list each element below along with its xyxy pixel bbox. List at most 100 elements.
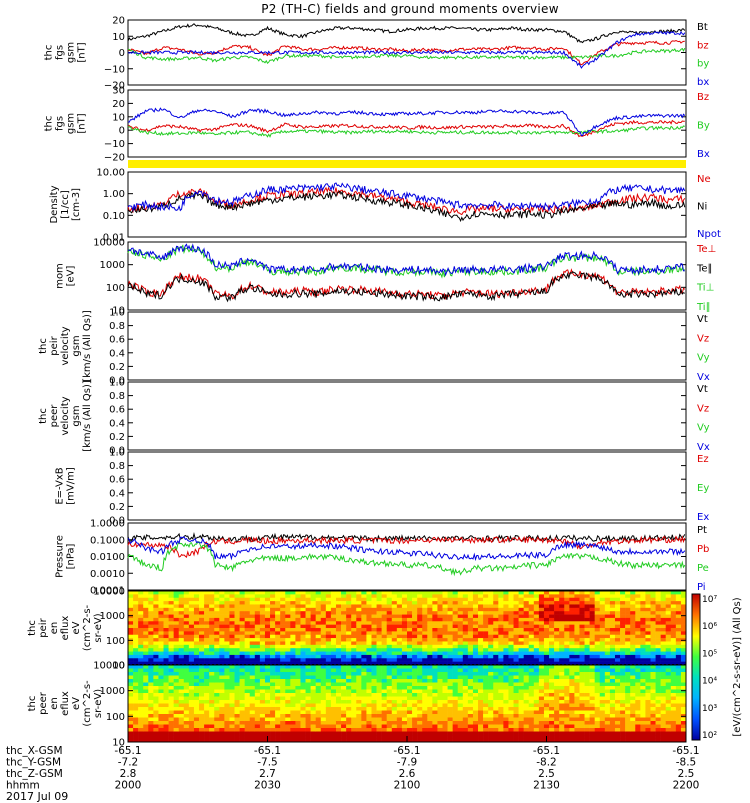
spectrogram-cell bbox=[392, 594, 397, 598]
spectrogram-cell bbox=[448, 611, 453, 615]
legend-entry: Ey bbox=[697, 483, 709, 494]
spectrogram-cell bbox=[422, 679, 427, 683]
spectrogram-cell bbox=[290, 704, 295, 708]
spectrogram-cell bbox=[524, 615, 529, 619]
spectrogram-cell bbox=[361, 711, 366, 715]
spectrogram-cell bbox=[184, 693, 189, 697]
spectrogram-cell bbox=[392, 707, 397, 711]
spectrogram-cell bbox=[235, 725, 240, 729]
spectrogram-cell bbox=[387, 686, 392, 690]
spectrogram-cell bbox=[544, 598, 549, 602]
spectrogram-cell bbox=[402, 598, 407, 602]
spectrogram-cell bbox=[194, 714, 199, 718]
spectrogram-cell bbox=[483, 658, 488, 662]
spectrogram-cell bbox=[483, 604, 488, 608]
spectrogram-cell bbox=[184, 628, 189, 632]
spectrogram-cell bbox=[250, 591, 255, 595]
spectrogram-cell bbox=[260, 635, 265, 639]
spectrogram-cell bbox=[265, 714, 270, 718]
spectrogram-cell bbox=[290, 672, 295, 676]
spectrogram-cell bbox=[240, 641, 245, 645]
spectrogram-cell bbox=[640, 679, 645, 683]
spectrogram-cell bbox=[508, 618, 513, 622]
spectrogram-cell bbox=[235, 628, 240, 632]
spectrogram-cell bbox=[346, 672, 351, 676]
spectrogram-cell bbox=[468, 631, 473, 635]
spectrogram-cell bbox=[382, 735, 387, 739]
spectrogram-cell bbox=[529, 700, 534, 704]
y-tick-label: 1.0 bbox=[109, 378, 125, 389]
spectrogram-cell bbox=[295, 690, 300, 694]
spectrogram-cell bbox=[316, 735, 321, 739]
spectrogram-cell bbox=[204, 652, 209, 656]
spectrogram-cell bbox=[650, 601, 655, 605]
spectrogram-cell bbox=[392, 645, 397, 649]
spectrogram-cell bbox=[559, 615, 564, 619]
spectrogram-cell bbox=[392, 693, 397, 697]
spectrogram-cell bbox=[194, 704, 199, 708]
spectrogram-cell bbox=[397, 672, 402, 676]
spectrogram-cell bbox=[316, 621, 321, 625]
spectrogram-cell bbox=[549, 621, 554, 625]
spectrogram-cell bbox=[595, 591, 600, 595]
spectrogram-cell bbox=[549, 628, 554, 632]
spectrogram-cell bbox=[138, 676, 143, 680]
spectrogram-cell bbox=[300, 697, 305, 701]
spectrogram-cell bbox=[468, 628, 473, 632]
spectrogram-cell bbox=[229, 683, 234, 687]
spectrogram-cell bbox=[219, 604, 224, 608]
spectrogram-cell bbox=[615, 665, 620, 669]
spectrogram-cell bbox=[316, 679, 321, 683]
spectrogram-cell bbox=[260, 598, 265, 602]
spectrogram-cell bbox=[508, 693, 513, 697]
spectrogram-cell bbox=[503, 732, 508, 736]
spectrogram-cell bbox=[590, 721, 595, 725]
spectrogram-cell bbox=[473, 598, 478, 602]
spectrogram-cell bbox=[417, 598, 422, 602]
spectrogram-cell bbox=[164, 704, 169, 708]
spectrogram-cell bbox=[326, 608, 331, 612]
spectrogram-cell bbox=[544, 621, 549, 625]
spectrogram-cell bbox=[219, 652, 224, 656]
spectrogram-cell bbox=[153, 672, 158, 676]
spectrogram-cell bbox=[387, 732, 392, 736]
spectrogram-cell bbox=[539, 707, 544, 711]
spectrogram-cell bbox=[549, 591, 554, 595]
spectrogram-cell bbox=[585, 700, 590, 704]
spectrogram-cell bbox=[645, 598, 650, 602]
spectrogram-cell bbox=[270, 601, 275, 605]
spectrogram-cell bbox=[600, 718, 605, 722]
spectrogram-cell bbox=[255, 618, 260, 622]
spectrogram-cell bbox=[453, 652, 458, 656]
spectrogram-cell bbox=[311, 655, 316, 659]
spectrogram-cell bbox=[128, 621, 133, 625]
spectrogram-cell bbox=[245, 645, 250, 649]
spectrogram-cell bbox=[377, 707, 382, 711]
spectrogram-cell bbox=[346, 604, 351, 608]
spectrogram-cell bbox=[559, 665, 564, 669]
spectrogram-cell bbox=[661, 641, 666, 645]
spectrogram-cell bbox=[463, 594, 468, 598]
spectrogram-cell bbox=[534, 721, 539, 725]
spectrogram-cell bbox=[285, 618, 290, 622]
spectrogram-cell bbox=[549, 648, 554, 652]
spectrogram-cell bbox=[300, 683, 305, 687]
spectrogram-cell bbox=[407, 645, 412, 649]
spectrogram-cell bbox=[204, 732, 209, 736]
spectrogram-cell bbox=[311, 721, 316, 725]
spectrogram-cell bbox=[427, 621, 432, 625]
spectrogram-cell bbox=[585, 676, 590, 680]
spectrogram-cell bbox=[371, 718, 376, 722]
spectrogram-cell bbox=[174, 652, 179, 656]
spectrogram-cell bbox=[295, 641, 300, 645]
spectrogram-cell bbox=[194, 700, 199, 704]
spectrogram-cell bbox=[336, 707, 341, 711]
spectrogram-cell bbox=[148, 598, 153, 602]
spectrogram-cell bbox=[295, 655, 300, 659]
spectrogram-cell bbox=[635, 728, 640, 732]
spectrogram-cell bbox=[503, 625, 508, 629]
spectrogram-cell bbox=[311, 621, 316, 625]
spectrogram-cell bbox=[650, 618, 655, 622]
spectrogram-cell bbox=[656, 631, 661, 635]
spectrogram-cell bbox=[448, 594, 453, 598]
